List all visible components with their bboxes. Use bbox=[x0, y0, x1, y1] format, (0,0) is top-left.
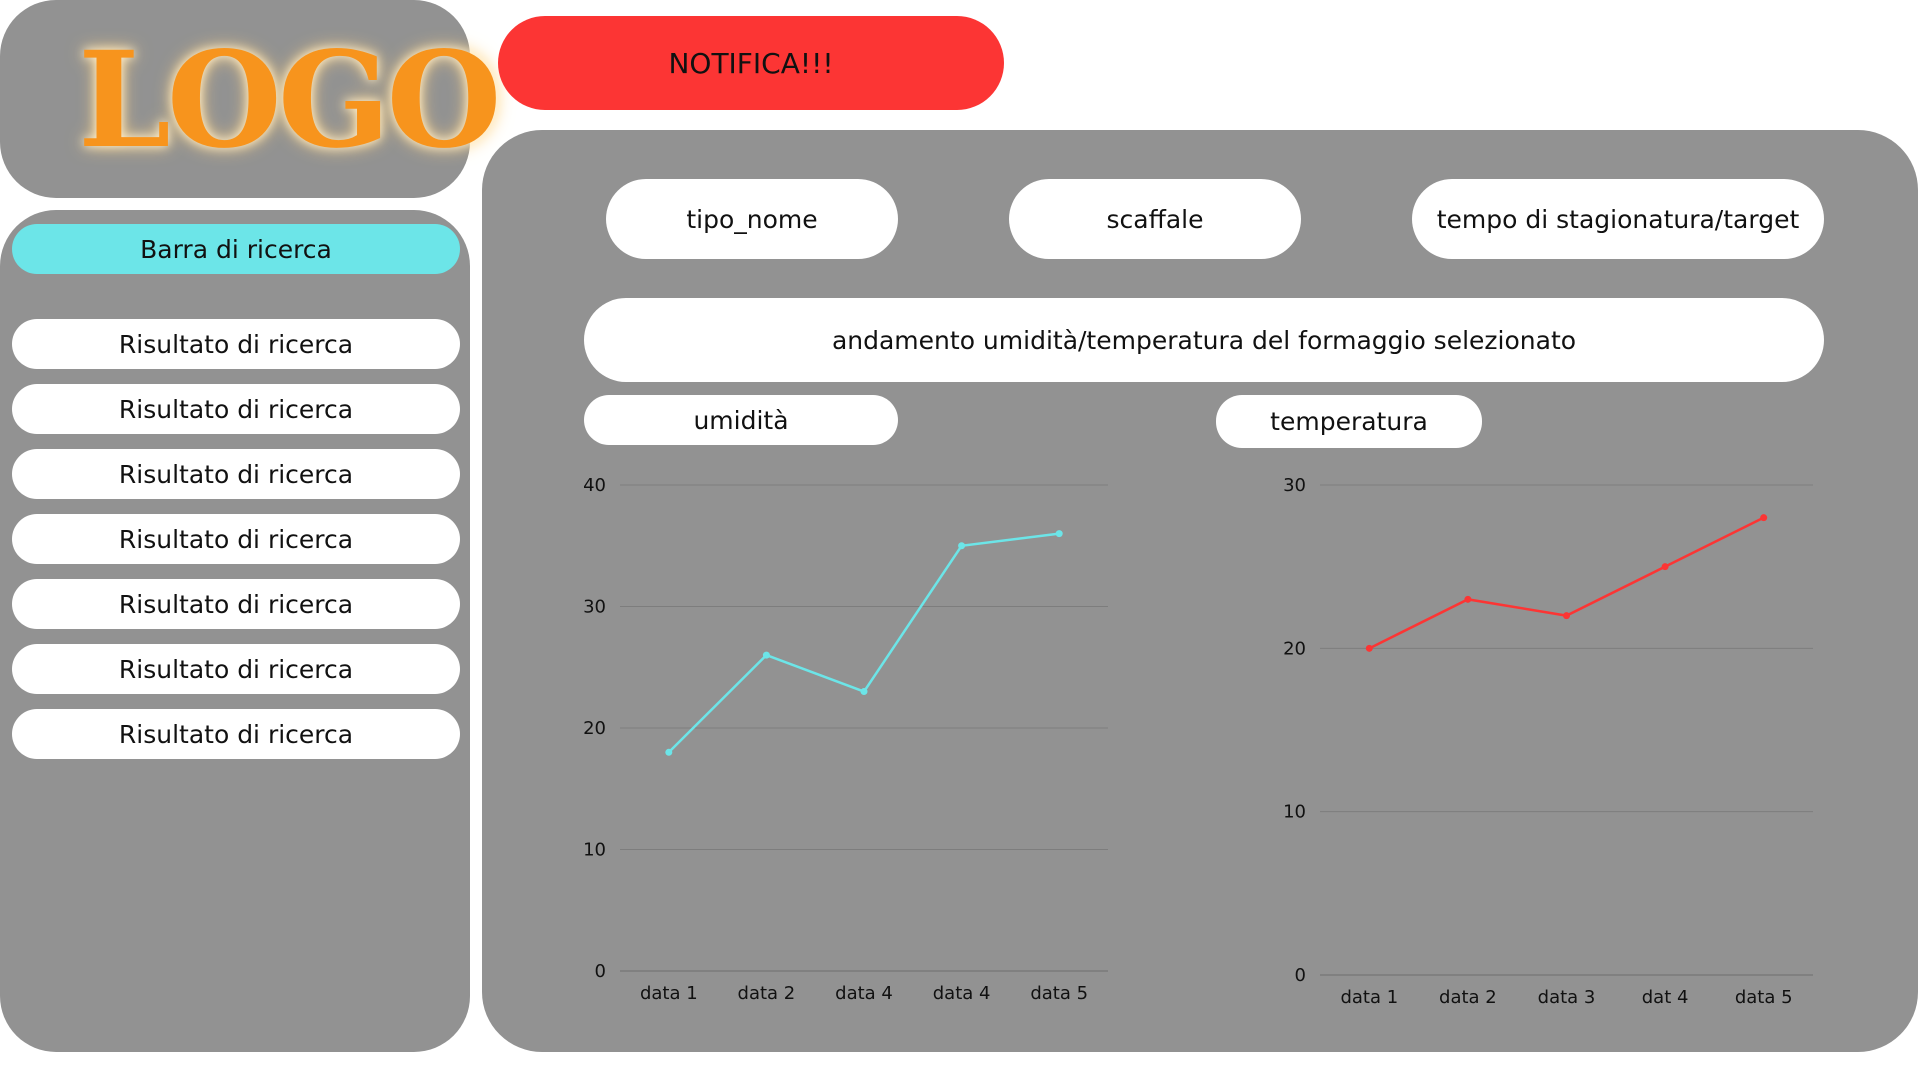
search-result-item[interactable]: Risultato di ricerca bbox=[12, 319, 460, 369]
search-bar[interactable]: Barra di ricerca bbox=[12, 224, 460, 274]
x-tick-label: data 3 bbox=[1538, 987, 1596, 1008]
temperature-label: temperatura bbox=[1216, 395, 1482, 448]
x-tick-label: dat 4 bbox=[1642, 987, 1689, 1008]
data-point bbox=[1563, 612, 1570, 620]
temperature-chart: 0 10 20 30 data 1 data 2 data 3 dat 4 data 5 bbox=[1283, 475, 1813, 1008]
y-tick-label: 30 bbox=[1283, 475, 1306, 496]
search-result-item[interactable]: Risultato di ricerca bbox=[12, 644, 460, 694]
data-point bbox=[1365, 644, 1373, 652]
y-tick-label: 40 bbox=[583, 475, 606, 496]
x-tick-label: data 1 bbox=[1340, 987, 1398, 1008]
y-tick-label: 0 bbox=[1295, 965, 1306, 986]
trend-title: andamento umidità/temperatura del formag… bbox=[584, 298, 1824, 382]
data-point bbox=[958, 542, 966, 550]
y-tick-label: 10 bbox=[1283, 802, 1306, 823]
y-tick-label: 30 bbox=[583, 597, 606, 618]
data-point bbox=[860, 688, 868, 696]
data-point bbox=[1760, 514, 1768, 522]
aging-time-field[interactable]: tempo di stagionatura/target bbox=[1412, 179, 1824, 259]
logo-panel: LOGO bbox=[0, 0, 502, 198]
x-tick-label: data 4 bbox=[835, 983, 893, 1004]
series-line bbox=[667, 532, 1060, 754]
search-result-item[interactable]: Risultato di ricerca bbox=[12, 449, 460, 499]
logo: LOGO bbox=[78, 23, 502, 178]
type-name-field[interactable]: tipo_nome bbox=[606, 179, 898, 259]
x-tick-label: data 4 bbox=[933, 983, 991, 1004]
y-tick-label: 0 bbox=[595, 961, 606, 982]
x-tick-label: data 2 bbox=[1439, 987, 1497, 1008]
data-point bbox=[762, 651, 770, 659]
search-result-item[interactable]: Risultato di ricerca bbox=[12, 579, 460, 629]
y-tick-label: 10 bbox=[583, 840, 606, 861]
x-tick-label: data 1 bbox=[640, 983, 698, 1004]
data-point bbox=[1661, 563, 1669, 571]
y-tick-label: 20 bbox=[1283, 638, 1306, 659]
shelf-field[interactable]: scaffale bbox=[1009, 179, 1301, 259]
y-tick-label: 20 bbox=[583, 718, 606, 739]
data-point bbox=[1464, 595, 1472, 603]
main-panel bbox=[482, 130, 1918, 1052]
humidity-chart: 0 10 20 30 40 data 1 data 2 data 4 data 4 data 5 bbox=[583, 475, 1108, 1004]
humidity-label: umidità bbox=[584, 395, 898, 445]
data-point bbox=[1055, 530, 1063, 538]
series-line bbox=[1368, 516, 1765, 650]
data-point bbox=[665, 748, 673, 756]
x-tick-label: data 5 bbox=[1735, 987, 1793, 1008]
x-tick-label: data 2 bbox=[738, 983, 796, 1004]
notification-button[interactable]: NOTIFICA!!! bbox=[498, 16, 1004, 110]
search-result-item[interactable]: Risultato di ricerca bbox=[12, 384, 460, 434]
x-tick-label: data 5 bbox=[1030, 983, 1088, 1004]
search-result-item[interactable]: Risultato di ricerca bbox=[12, 709, 460, 759]
search-result-item[interactable]: Risultato di ricerca bbox=[12, 514, 460, 564]
